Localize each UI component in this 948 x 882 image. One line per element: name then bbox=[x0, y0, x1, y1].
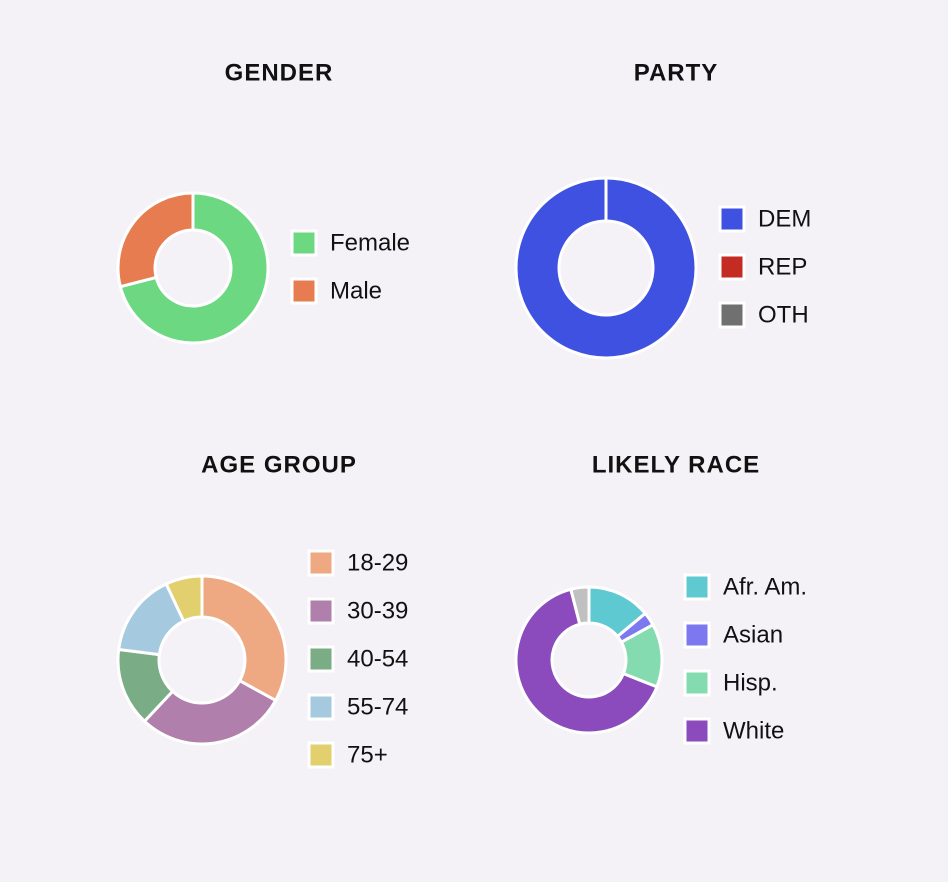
legend-label: White bbox=[723, 717, 784, 744]
legend-swatch bbox=[307, 549, 335, 577]
chart-title: PARTY bbox=[634, 59, 719, 86]
legend-label: 18-29 bbox=[347, 549, 408, 576]
chart-title: AGE GROUP bbox=[201, 451, 357, 478]
legend-label: REP bbox=[758, 253, 807, 280]
legend-swatch bbox=[718, 301, 746, 329]
legend-label: DEM bbox=[758, 205, 811, 232]
legend-label: 75+ bbox=[347, 741, 388, 768]
legend-swatch bbox=[307, 693, 335, 721]
legend-swatch bbox=[683, 621, 711, 649]
legend-label: 55-74 bbox=[347, 693, 408, 720]
donut-slice bbox=[200, 574, 288, 703]
donut-slice bbox=[118, 191, 270, 345]
donut-slice bbox=[142, 678, 278, 746]
chart-title: LIKELY RACE bbox=[592, 451, 760, 478]
donut-slice bbox=[569, 585, 591, 626]
legend-label: Afr. Am. bbox=[723, 573, 807, 600]
legend-label: OTH bbox=[758, 301, 809, 328]
legend-swatch bbox=[683, 717, 711, 745]
legend-swatch bbox=[718, 253, 746, 281]
legend-label: 30-39 bbox=[347, 597, 408, 624]
legend-swatch bbox=[683, 573, 711, 601]
legend-swatch bbox=[683, 669, 711, 697]
legend-swatch bbox=[290, 229, 318, 257]
donut-slice bbox=[514, 176, 698, 360]
donut-slice bbox=[514, 587, 659, 735]
legend-swatch bbox=[307, 741, 335, 769]
legend-label: Female bbox=[330, 229, 410, 256]
donut-slice bbox=[164, 574, 204, 624]
legend-label: Asian bbox=[723, 621, 783, 648]
chart-title: GENDER bbox=[225, 59, 334, 86]
legend-swatch bbox=[307, 597, 335, 625]
legend-swatch bbox=[718, 205, 746, 233]
legend-label: Male bbox=[330, 277, 382, 304]
legend-swatch bbox=[307, 645, 335, 673]
donut-slice bbox=[116, 191, 195, 289]
legend-label: 40-54 bbox=[347, 645, 408, 672]
legend-swatch bbox=[290, 277, 318, 305]
legend-label: Hisp. bbox=[723, 669, 778, 696]
